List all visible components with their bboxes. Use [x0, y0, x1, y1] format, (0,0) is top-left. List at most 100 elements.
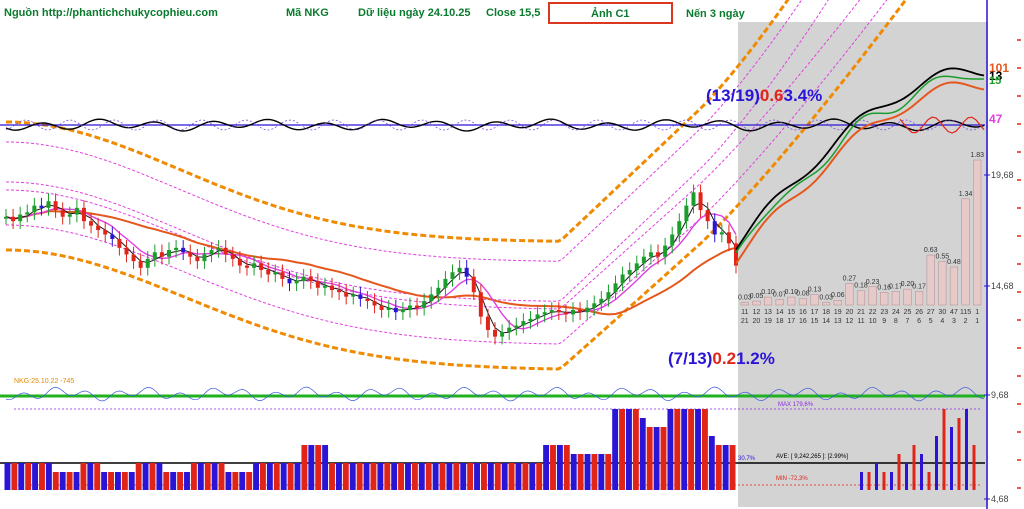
envelope-upper — [6, 0, 803, 262]
candle-body — [570, 309, 575, 315]
candle-body — [124, 247, 129, 255]
hist-bar — [605, 454, 612, 490]
candle-body — [330, 285, 335, 290]
future-top-num: 16 — [799, 309, 807, 316]
candle-body — [429, 294, 434, 302]
hist-bar — [632, 409, 639, 490]
future-bottom-num: 19 — [764, 318, 772, 325]
candle-body — [471, 276, 476, 293]
hist-bar — [52, 472, 59, 490]
hist-bar — [335, 463, 342, 490]
candle-body — [287, 278, 292, 284]
candle-body — [436, 287, 441, 295]
hist-bar — [121, 472, 128, 490]
price-axis: 19,68 14,68 9,68 4,68 — [984, 39, 1021, 504]
candle-body — [195, 256, 200, 262]
candle-body — [507, 327, 512, 333]
future-bottom-num: 18 — [776, 318, 784, 325]
hist-bar — [494, 463, 501, 490]
future-bottom-num: 9 — [882, 318, 886, 325]
future-top-num: 15 — [787, 309, 795, 316]
hist-bar — [405, 463, 411, 490]
future-bar — [775, 299, 784, 306]
hist-bar — [660, 427, 667, 490]
candle-body — [259, 263, 264, 271]
future-bottom-num: 8 — [894, 318, 898, 325]
future-bar — [926, 254, 935, 306]
volume-histogram — [0, 409, 985, 490]
future-bars: 0.0311210.0512200.1013190.0714180.101517… — [738, 152, 984, 325]
candle-body — [648, 252, 653, 257]
future-top-num: 1 — [975, 309, 979, 316]
hist-bar — [163, 472, 170, 490]
hist-bar — [467, 463, 474, 490]
hist-bar — [66, 472, 73, 490]
hist-bar — [480, 463, 487, 490]
candle-body — [613, 283, 618, 293]
forecast-red — [899, 116, 985, 134]
hist-bar — [349, 463, 356, 490]
candle-body — [500, 332, 505, 337]
hist-bar — [612, 409, 619, 490]
hist-bar — [114, 472, 121, 490]
future-top-num: 24 — [892, 309, 900, 316]
ticker-label: Mã NKG — [286, 7, 329, 19]
candle-body — [351, 294, 356, 297]
future-top-num: 27 — [927, 309, 935, 316]
candle-body — [46, 201, 51, 208]
future-bar — [856, 290, 866, 306]
future-bar-label: 0.03 — [738, 295, 752, 302]
candle-body — [252, 263, 257, 268]
min-label: MIN -72,3% — [776, 476, 808, 482]
candle-body — [53, 201, 58, 211]
hist-bar-forecast — [905, 463, 908, 490]
hist-bar — [501, 463, 508, 490]
future-bottom-num: 21 — [741, 318, 749, 325]
upper-annotation: (13/19)0.63.4% — [706, 86, 822, 105]
future-top-num: 19 — [834, 309, 842, 316]
ma-long — [5, 210, 737, 316]
future-bar — [787, 296, 796, 306]
future-bar-label: 0.06 — [831, 292, 845, 299]
future-bar-label: 1.34 — [959, 191, 973, 198]
osc-line — [5, 118, 985, 132]
forecast-black — [735, 67, 985, 251]
future-bar — [961, 198, 970, 306]
hist-bar-forecast — [882, 472, 886, 490]
hist-bar — [646, 427, 653, 490]
hist-bar — [439, 463, 446, 490]
future-bar-label: 0.13 — [808, 287, 822, 294]
hist-bar — [253, 463, 260, 490]
hist-bar — [280, 463, 287, 490]
hist-bar — [45, 463, 52, 490]
candle-body — [542, 312, 547, 315]
hist-bar — [681, 409, 688, 490]
hist-bar — [204, 463, 211, 490]
future-bar-label: 0.27 — [843, 276, 857, 283]
hist-bar — [18, 463, 25, 490]
future-bar — [845, 283, 854, 306]
hist-bar — [556, 445, 563, 490]
candle-body — [18, 214, 23, 222]
candle-body — [528, 318, 533, 322]
hist-bar — [211, 463, 218, 490]
candle-body — [337, 289, 342, 293]
candle-body — [103, 230, 108, 235]
future-top-num: 22 — [869, 309, 877, 316]
candle-body — [81, 207, 86, 222]
hist-bar — [715, 445, 722, 490]
candle-body — [493, 329, 498, 337]
price-tick-label: 14,68 — [991, 281, 1014, 291]
candle-body — [464, 267, 469, 277]
candle-body — [209, 250, 214, 255]
price-tick-label: 9,68 — [991, 390, 1009, 400]
future-bottom-num: 11 — [857, 318, 864, 325]
close-label: Close 15,5 — [486, 7, 540, 19]
candle-body — [677, 221, 682, 235]
hist-bar — [398, 463, 405, 490]
candle-body — [230, 254, 235, 259]
hist-bar — [598, 454, 605, 490]
candle-body — [691, 192, 696, 206]
future-bar — [880, 292, 889, 306]
future-top-num: 23 — [880, 309, 888, 316]
